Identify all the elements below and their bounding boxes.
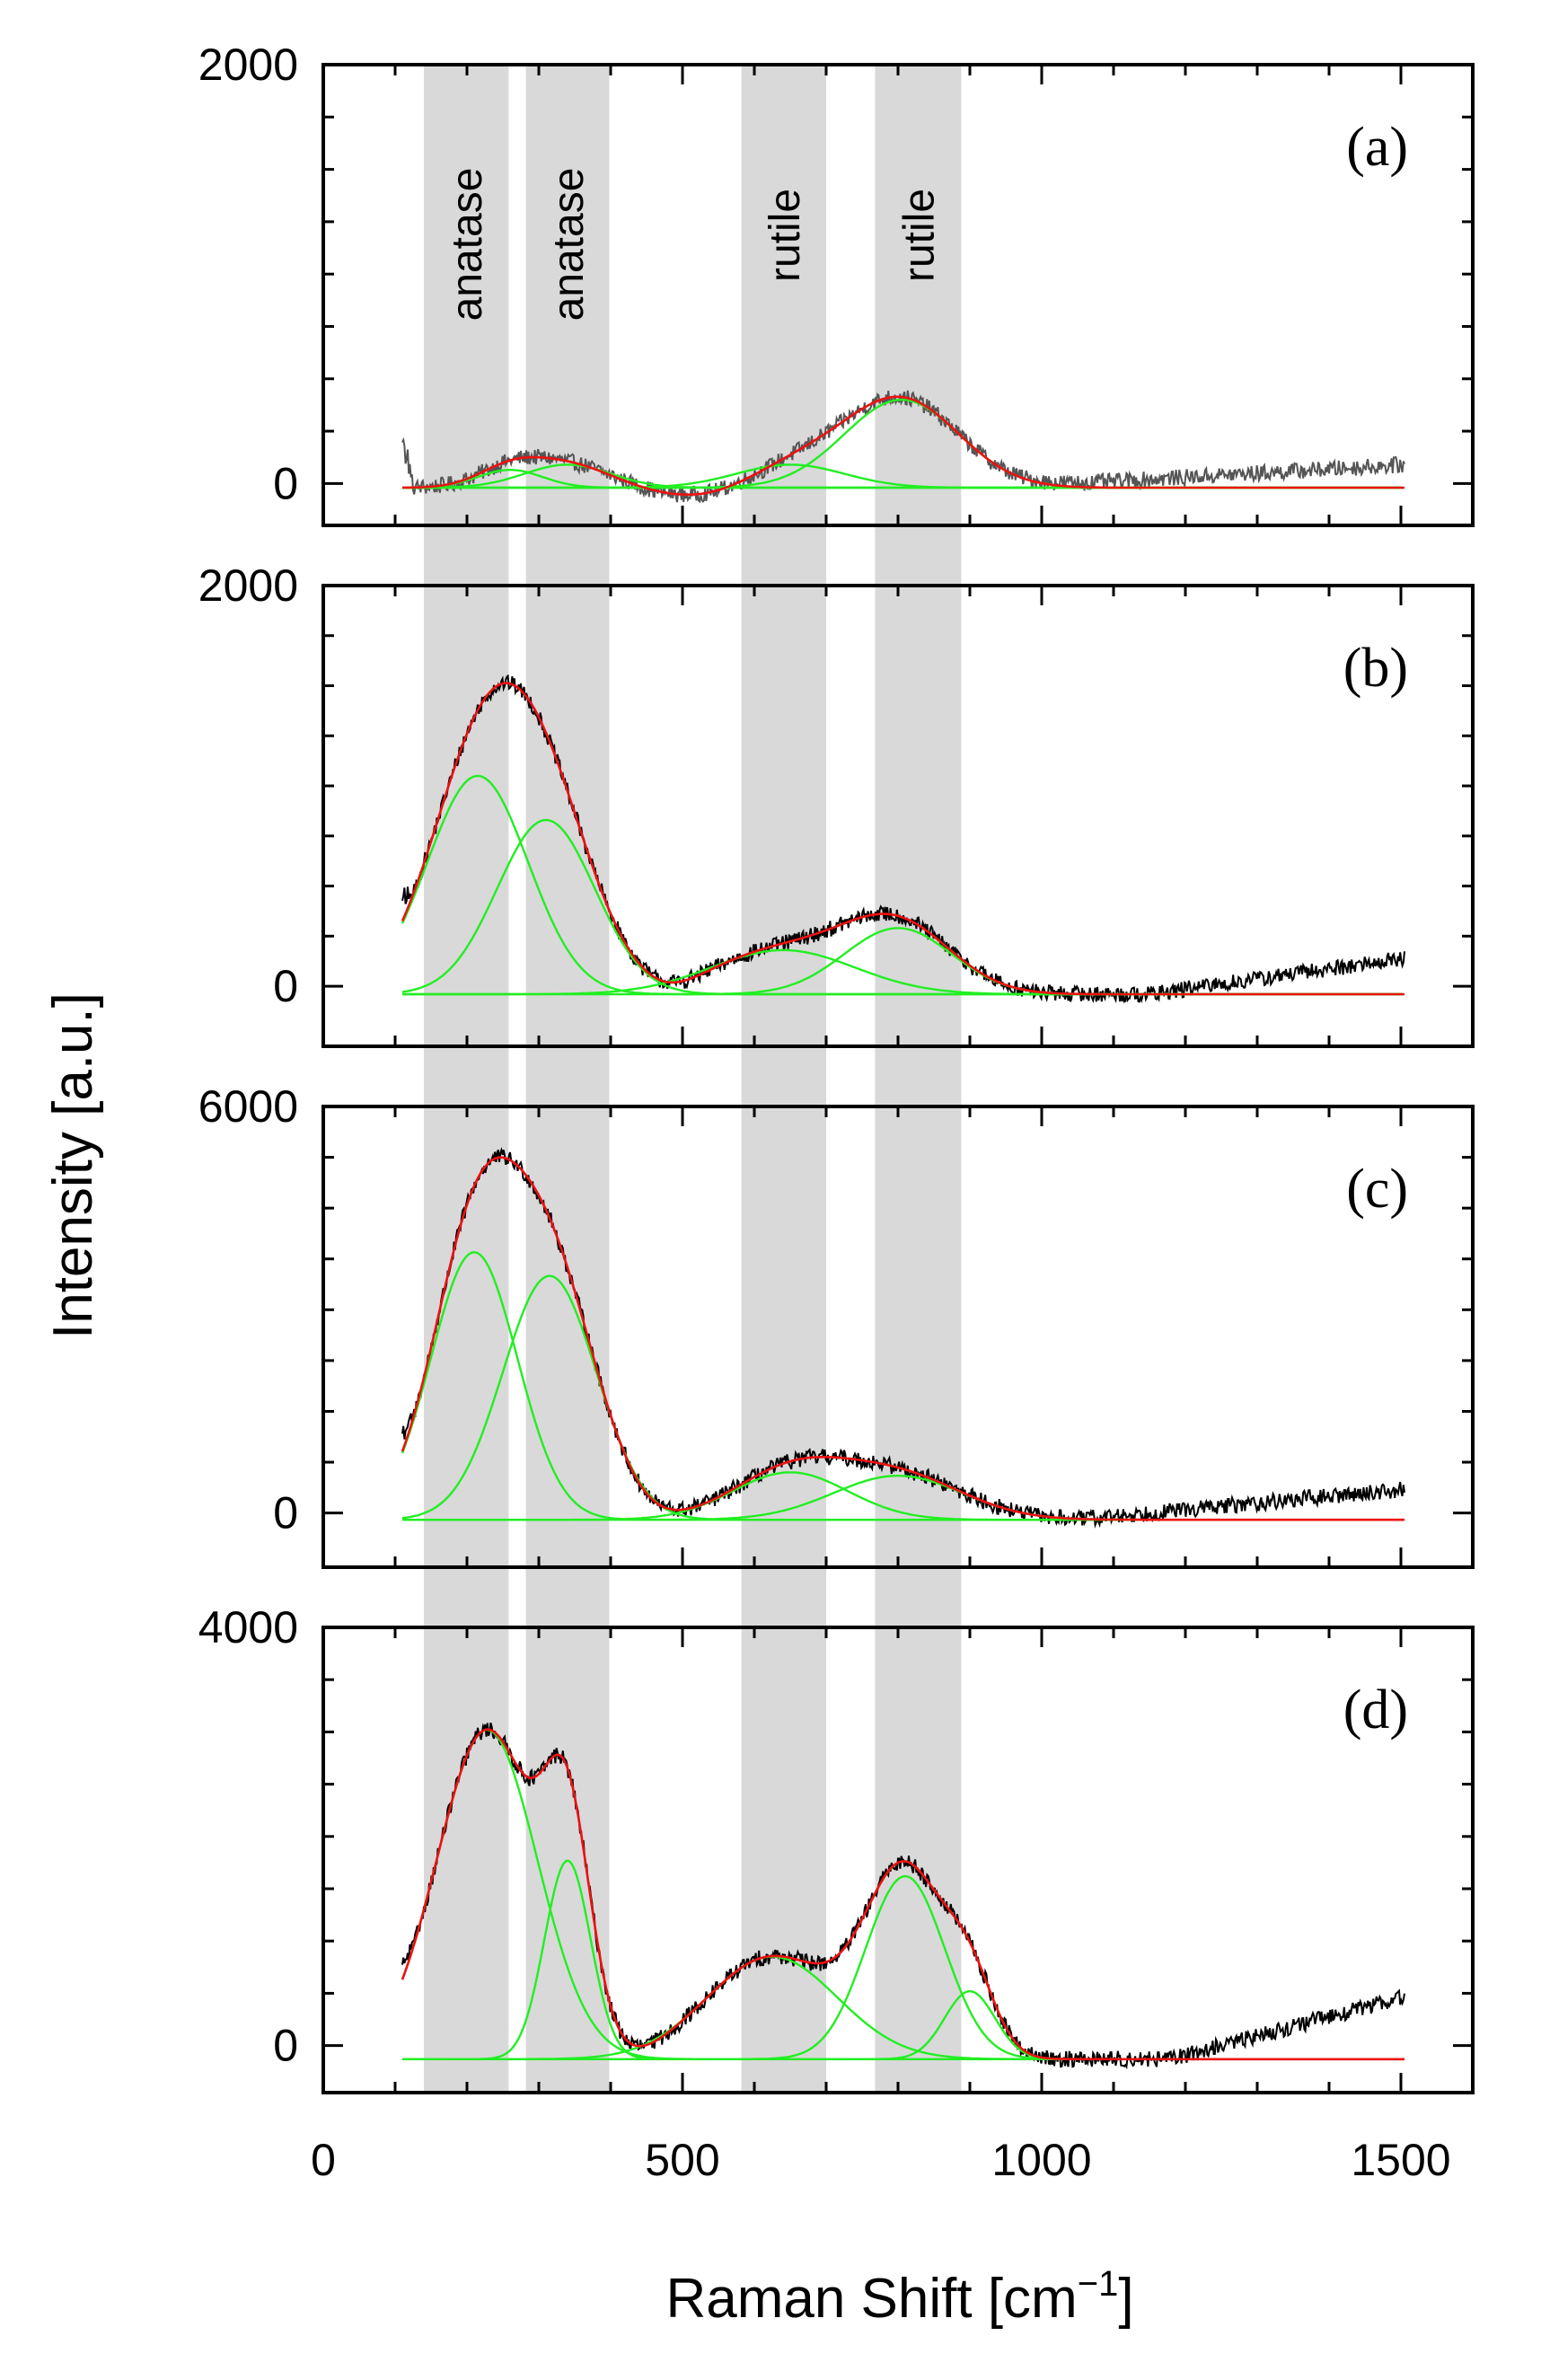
panels-layer: 0 2000 (a) 0 2000 (b) 0 6000 (c) 0 4000 (d) [198, 40, 1475, 2094]
band-labels-layer: anatase anatase rutile rutile [444, 168, 943, 322]
y-tick-label: 0 [273, 1488, 298, 1538]
y-tick-label: 2000 [198, 560, 298, 611]
panel-label-c: (c) [1346, 1159, 1408, 1220]
x-axis-title-end: ] [1118, 2268, 1133, 2330]
panel-b: 0 2000 (b) [198, 560, 1475, 1048]
x-axis-title-main: Raman Shift [cm [665, 2268, 1077, 2330]
measured-spectrum-b [401, 674, 1405, 1004]
band-label-anatase-2: anatase [545, 168, 593, 322]
measured-spectrum-a [401, 390, 1405, 504]
band-label-rutile-4: rutile [895, 189, 943, 282]
panel-label-a: (a) [1346, 117, 1408, 178]
y-tick-label: 6000 [198, 1081, 298, 1132]
x-tick-label: 1500 [1351, 2135, 1450, 2185]
total-fit-curve [402, 395, 1405, 497]
y-tick-label: 0 [273, 961, 298, 1011]
panel-d: 0 4000 (d) [198, 1602, 1475, 2094]
band-shading-layer [424, 65, 962, 2093]
y-tick-label: 2000 [198, 40, 298, 90]
x-axis-title-superscript: −1 [1078, 2264, 1119, 2304]
band-rutile-3 [741, 65, 826, 2093]
x-axis-title: Raman Shift [cm−1] [665, 2264, 1133, 2330]
panel-label-d: (d) [1343, 1679, 1408, 1741]
x-tick-label: 0 [311, 2135, 336, 2185]
total-fit-curve [401, 682, 1405, 996]
x-tick-label: 1000 [991, 2135, 1091, 2185]
x-axis: 0 500 1000 1500 [311, 2135, 1451, 2185]
x-tick-label: 500 [645, 2135, 719, 2185]
band-anatase-1 [424, 65, 509, 2093]
band-label-anatase-1: anatase [444, 168, 491, 322]
band-anatase-2 [525, 65, 610, 2093]
total-fit-curve [401, 1728, 1405, 2061]
panel-c: 0 6000 (c) [198, 1081, 1475, 1569]
y-tick-label: 4000 [198, 1602, 298, 1653]
y-axis-title: Intensity [a.u.] [42, 992, 104, 1339]
band-rutile-4 [875, 65, 962, 2093]
y-tick-label: 0 [273, 2021, 298, 2071]
measured-spectrum-d [401, 1723, 1405, 2070]
panel-a: 0 2000 (a) [198, 40, 1475, 527]
y-tick-label: 0 [273, 458, 298, 508]
band-label-rutile-3: rutile [762, 189, 809, 282]
total-fit-curve [401, 1156, 1405, 1521]
panel-label-b: (b) [1343, 638, 1408, 699]
